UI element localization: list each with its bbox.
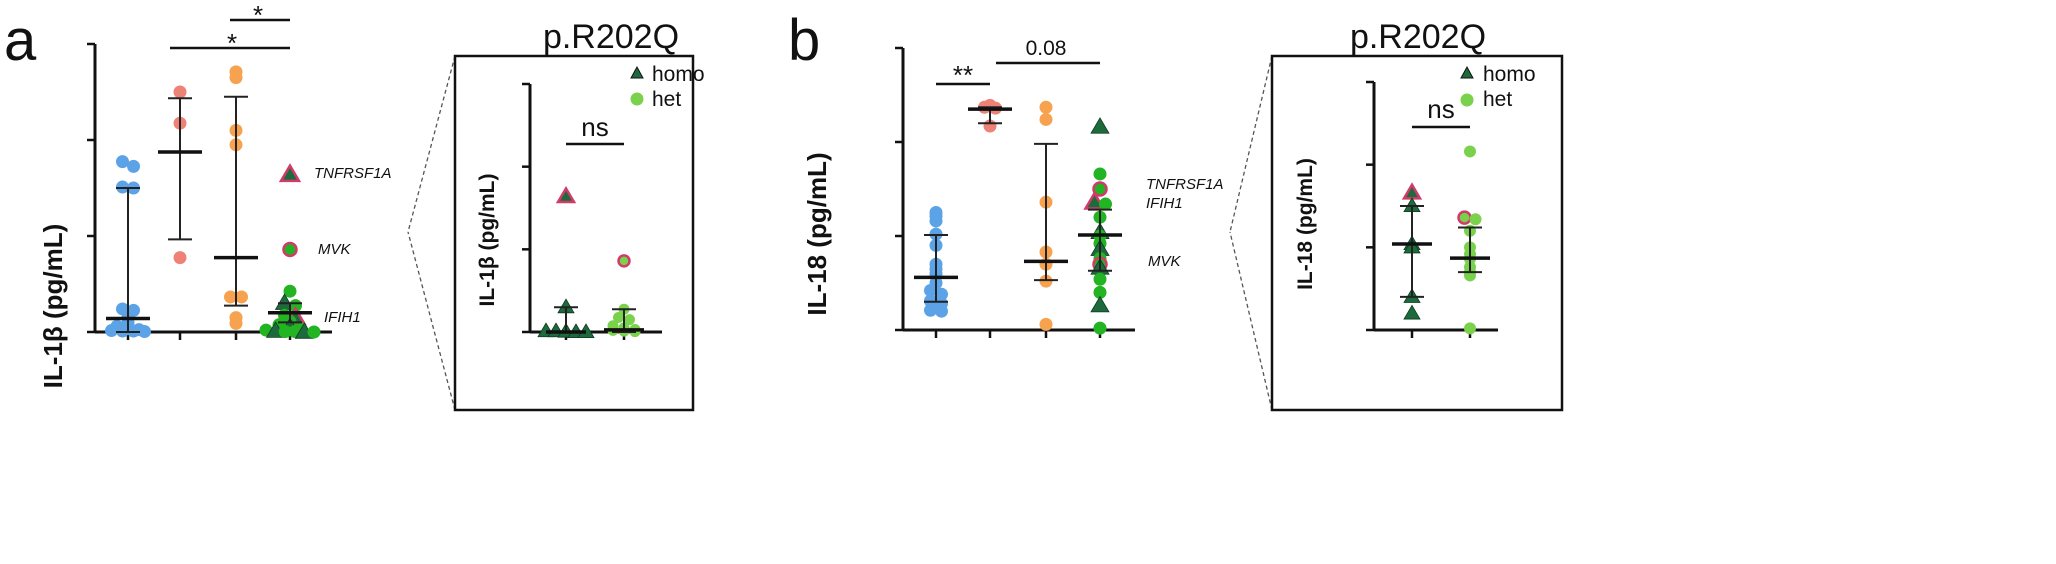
connector-line-bottom [1229, 231, 1273, 411]
panel-a-y-ticks [87, 42, 292, 340]
series-p-r202q [1078, 117, 1122, 335]
panel-a-inset-plot [537, 185, 644, 339]
series-fmf [158, 85, 202, 265]
series-hd [914, 206, 958, 318]
series-fmf [968, 98, 1012, 133]
sig-label-fmf-r202q: * [227, 28, 237, 58]
data-point-fmf-like [229, 71, 243, 85]
series-homo [1392, 182, 1432, 320]
panel-b-y-axis-label: IL-18 (pg/mL) [802, 152, 832, 315]
connector-line-top [407, 55, 456, 233]
series-het [604, 254, 644, 338]
data-point-homo [555, 185, 577, 204]
panel-a-plot [105, 65, 321, 339]
data-point-p-r202q [278, 163, 302, 183]
data-point-hd [924, 284, 937, 298]
data-point-hd [929, 214, 943, 228]
panel-b-plot [914, 98, 1122, 335]
data-point-fmf-like [235, 290, 248, 304]
data-point-p-r202q [282, 241, 298, 258]
legend-het-label: het [652, 88, 681, 111]
connector-line-top [1229, 55, 1273, 233]
data-point-fmf [173, 251, 187, 265]
data-point-hd [116, 155, 129, 169]
data-point-p-r202q [1090, 117, 1110, 134]
series-het [1450, 145, 1490, 335]
gene-label-mvk: MVK [1148, 253, 1182, 270]
data-point-p-r202q [283, 284, 297, 298]
panel-b-significance: ** 0.08 [936, 37, 1100, 90]
data-point-p-r202q [1093, 321, 1107, 335]
data-point-hd [924, 303, 937, 317]
data-point-p-r202q [1093, 285, 1107, 299]
legend-homo-label: homo [652, 63, 705, 86]
data-point-fmf-like [1039, 317, 1053, 331]
data-point-p-r202q [1090, 295, 1110, 313]
data-point-het [1464, 322, 1476, 335]
gene-label-ifih1: IFIH1 [324, 309, 361, 326]
data-point-hd [935, 304, 948, 318]
data-point-p-r202q [1092, 181, 1108, 197]
panel-b-letter: b [788, 8, 820, 73]
data-point-het [624, 314, 635, 326]
gene-label-tnfrsf1a: TNFRSF1A [1146, 176, 1224, 193]
data-point-p-r202q [1099, 197, 1112, 211]
panel-b-inset-title: p.R202Q [1350, 18, 1486, 56]
panel-b-inset-plot [1392, 145, 1490, 335]
gene-label-mvk: MVK [318, 241, 352, 258]
panel-a-letter: a [4, 8, 37, 73]
legend-het-marker [1460, 93, 1474, 107]
data-point-homo [1401, 182, 1423, 200]
data-point-p-r202q [1093, 272, 1107, 286]
series-homo [537, 185, 595, 339]
data-point-homo [1403, 304, 1421, 320]
legend-het-label: het [1483, 88, 1512, 111]
panel-b-inset-y-axis-label: IL-18 (pg/mL) [1294, 158, 1317, 290]
data-point-het [1457, 210, 1472, 225]
legend-homo-marker [630, 65, 644, 79]
data-point-het [1469, 213, 1482, 226]
series-hd [105, 155, 151, 339]
data-point-fmf [173, 85, 187, 99]
data-point-hd [105, 324, 118, 338]
panel-a-inset-sig-label: ns [581, 112, 608, 142]
data-point-fmf-like [1039, 100, 1053, 114]
panel-a-inset-y-axis-label: IL-1β (pg/mL) [476, 174, 499, 307]
panel-a-significance: * * [170, 0, 290, 58]
data-point-fmf-like [229, 316, 243, 330]
panel-b-inset-frame [1270, 54, 1564, 412]
data-point-het [1464, 145, 1476, 158]
data-point-fmf-like [1039, 112, 1053, 126]
panel-a-inset-title: p.R202Q [543, 18, 679, 56]
panel-a-y-axis-label: IL-1β (pg/mL) [38, 224, 68, 389]
data-point-p-r202q [307, 325, 321, 339]
legend-het-marker [630, 92, 644, 106]
data-point-p-r202q [278, 325, 292, 339]
series-fmf-like [214, 65, 258, 330]
panel-b-inset-sig-label: ns [1427, 94, 1454, 124]
panel-b-y-ticks [895, 46, 1102, 338]
sig-label-fmf-r202q: 0.08 [1026, 37, 1067, 60]
sig-label-hd-fmf: ** [953, 60, 973, 90]
data-point-het [617, 254, 631, 268]
data-point-p-r202q [1083, 190, 1106, 210]
series-fmf-like [1024, 100, 1068, 331]
data-point-hd [127, 159, 140, 173]
legend-homo-marker [1460, 65, 1474, 79]
gene-label-ifih1: IFIH1 [1146, 195, 1183, 212]
connector-line-bottom [407, 231, 456, 411]
data-point-p-r202q [1093, 167, 1107, 181]
gene-label-tnfrsf1a: TNFRSF1A [314, 165, 392, 182]
data-point-hd [935, 287, 948, 301]
sig-label-fmflike-r202q: * [253, 0, 263, 30]
series-p-r202q [259, 163, 321, 339]
data-point-fmf-like [224, 290, 237, 304]
data-point-hd [138, 325, 151, 339]
data-point-het [613, 312, 624, 324]
panel-a-inset-frame [453, 54, 695, 412]
legend-homo-label: homo [1483, 63, 1536, 86]
